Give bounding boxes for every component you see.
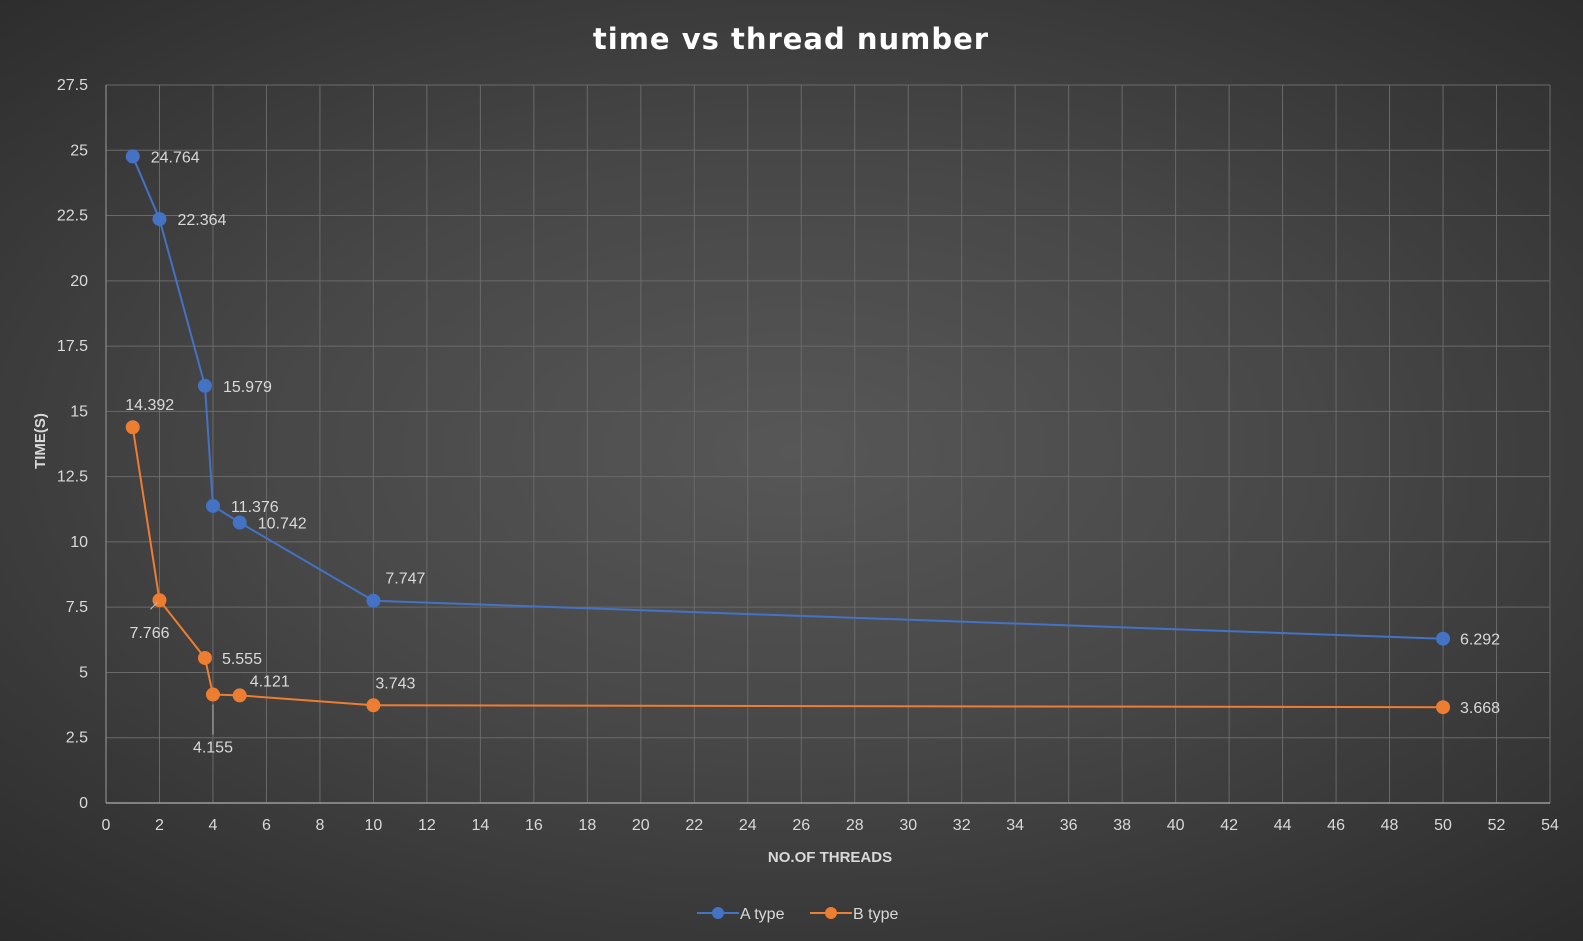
y-tick-label: 7.5: [66, 599, 88, 616]
x-tick-label: 48: [1381, 817, 1399, 834]
x-tick-label: 30: [899, 817, 917, 834]
x-tick-label: 16: [525, 817, 543, 834]
data-label: 4.121: [250, 673, 290, 690]
y-axis-ticks: 0 2.5 5 7.5 10 12.5 15 17.5 20 22.5 25 27.5: [57, 77, 88, 812]
legend-label: B type: [853, 906, 898, 923]
x-axis-title: NO.OF THREADS: [768, 849, 892, 866]
grid-lines: [105, 84, 1551, 804]
x-tick-label: 18: [578, 817, 596, 834]
x-tick-label: 26: [792, 817, 810, 834]
legend: A type B type: [697, 906, 898, 923]
x-tick-label: 54: [1541, 817, 1559, 834]
series-line-b-type: [131, 427, 1444, 709]
y-tick-label: 17.5: [57, 338, 88, 355]
label-leader-line: [150, 601, 158, 610]
x-tick-label: 36: [1060, 817, 1078, 834]
x-tick-label: 40: [1167, 817, 1185, 834]
y-tick-label: 5: [79, 664, 88, 681]
data-point: [197, 650, 212, 665]
y-tick-label: 20: [70, 273, 88, 290]
x-axis-ticks: 0 2 4 6 8 10 12 14 16 18 20 22 24 26 28 30 32 34 36 38 40 42 4…: [102, 817, 1559, 834]
x-tick-label: 2: [155, 817, 164, 834]
data-point: [125, 420, 140, 435]
x-tick-label: 14: [471, 817, 489, 834]
legend-label: A type: [740, 906, 785, 923]
y-tick-label: 25: [70, 142, 88, 159]
series-line-a-type: [131, 156, 1444, 640]
data-point: [1436, 631, 1451, 646]
data-point: [366, 593, 381, 608]
series-group: [125, 149, 1451, 715]
data-label: 6.292: [1460, 632, 1500, 649]
y-tick-label: 22.5: [57, 208, 88, 225]
x-tick-label: 24: [739, 817, 757, 834]
x-tick-label: 22: [685, 817, 703, 834]
y-tick-label: 12.5: [57, 469, 88, 486]
data-label: 24.764: [151, 149, 200, 166]
y-tick-label: 15: [70, 403, 88, 420]
data-point: [366, 698, 381, 713]
data-label: 22.364: [177, 212, 226, 229]
legend-swatch-marker: [712, 907, 724, 919]
data-label: 7.766: [129, 625, 169, 642]
y-axis-title: TIME(S): [32, 413, 49, 469]
x-tick-label: 44: [1274, 817, 1292, 834]
x-tick-label: 0: [102, 817, 111, 834]
data-label: 11.376: [231, 499, 279, 516]
y-tick-label: 2.5: [66, 730, 88, 747]
x-tick-label: 46: [1327, 817, 1345, 834]
x-tick-label: 12: [418, 817, 436, 834]
y-tick-label: 27.5: [57, 77, 88, 94]
x-tick-label: 8: [315, 817, 324, 834]
data-point: [232, 515, 247, 530]
data-point: [205, 498, 220, 513]
x-tick-label: 50: [1434, 817, 1452, 834]
x-tick-label: 20: [632, 817, 650, 834]
axes: [105, 85, 1550, 804]
data-label: 5.555: [222, 651, 262, 668]
data-point: [197, 378, 212, 393]
chart-title: time vs thread number: [593, 22, 989, 56]
data-label: 15.979: [223, 379, 272, 396]
x-tick-label: 6: [262, 817, 271, 834]
x-tick-label: 10: [365, 817, 383, 834]
data-label: 14.392: [125, 397, 174, 414]
data-label: 3.743: [375, 675, 415, 692]
x-tick-label: 52: [1488, 817, 1506, 834]
data-label: 7.747: [385, 571, 425, 588]
x-tick-label: 32: [953, 817, 971, 834]
data-label: 4.155: [193, 740, 233, 757]
legend-swatch-marker: [825, 907, 837, 919]
data-point: [125, 149, 140, 164]
x-tick-label: 38: [1113, 817, 1131, 834]
data-point: [232, 688, 247, 703]
x-tick-label: 28: [846, 817, 864, 834]
data-point: [152, 212, 167, 227]
data-label: 10.742: [258, 516, 307, 533]
x-tick-label: 34: [1006, 817, 1024, 834]
data-label: 3.668: [1460, 700, 1500, 717]
y-tick-label: 0: [79, 795, 88, 812]
data-point: [205, 687, 220, 702]
x-tick-label: 4: [209, 817, 218, 834]
y-tick-label: 10: [70, 534, 88, 551]
data-point: [1436, 700, 1451, 715]
x-tick-label: 42: [1220, 817, 1238, 834]
